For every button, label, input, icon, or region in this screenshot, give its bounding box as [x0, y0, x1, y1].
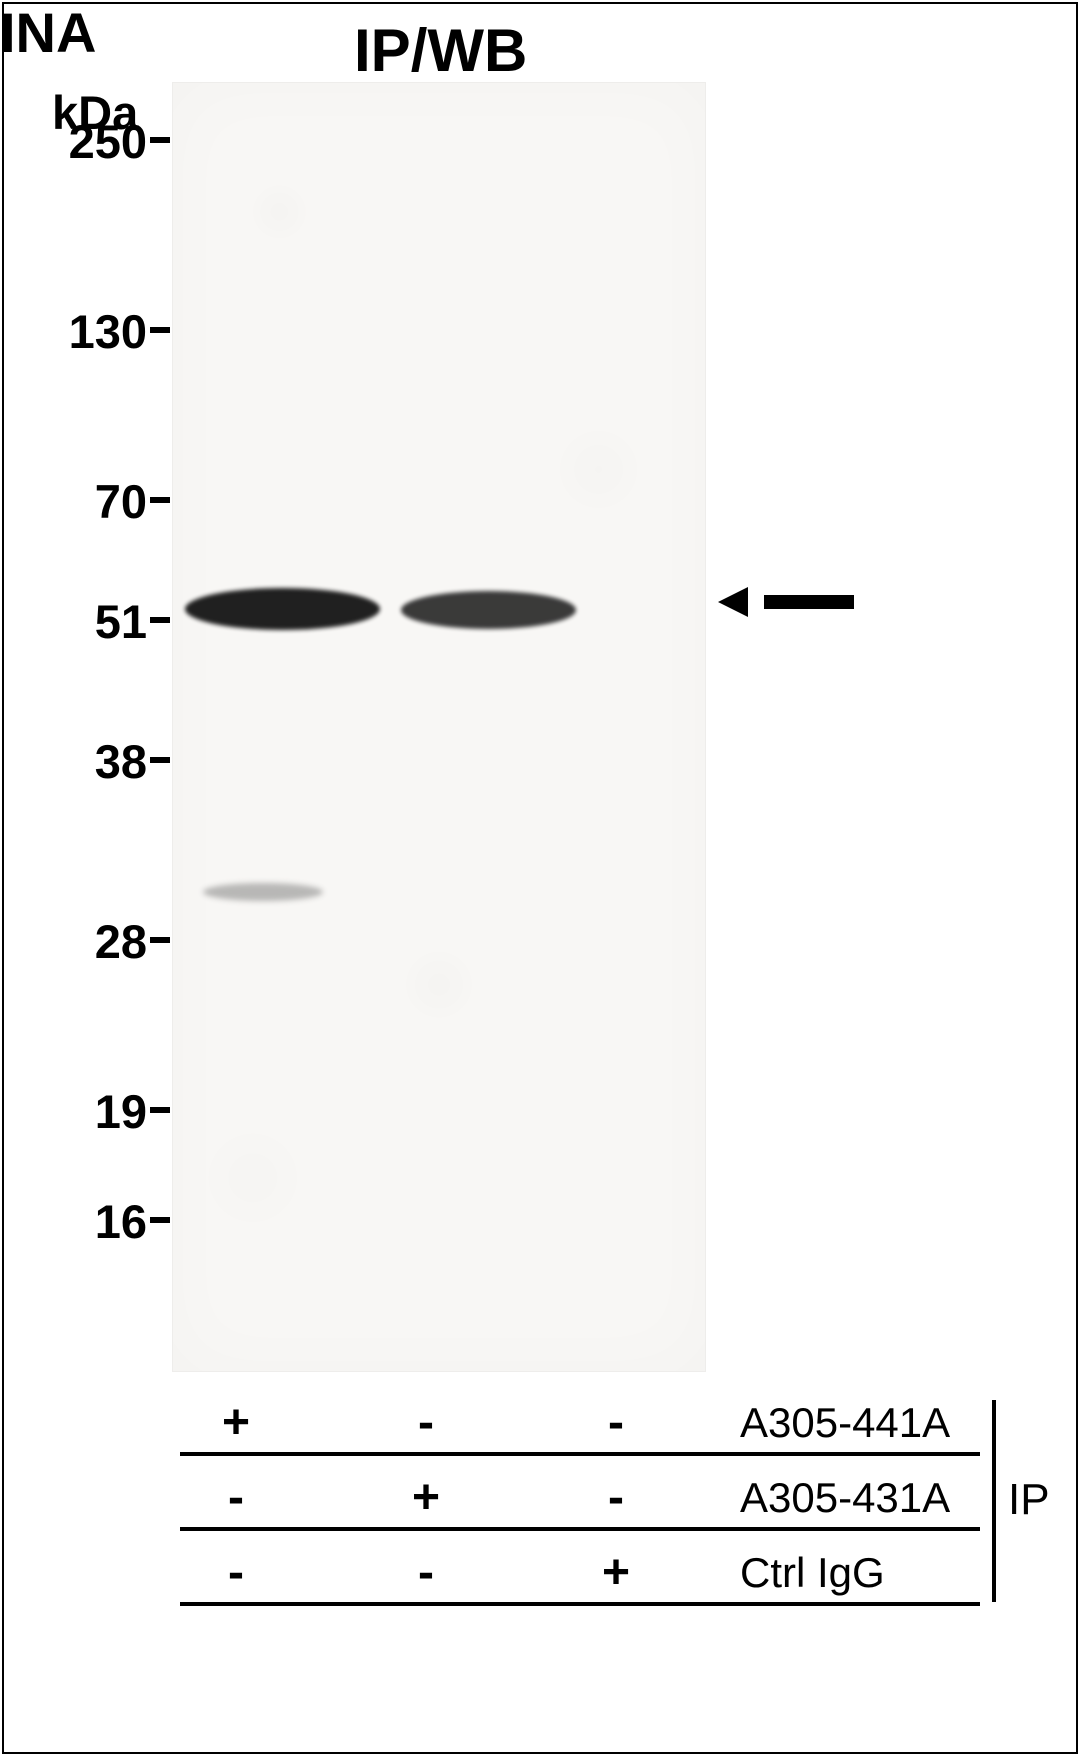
lane-rule: [180, 1602, 980, 1606]
lane-cell: -: [216, 1470, 256, 1525]
mw-tick-icon: [150, 757, 170, 763]
blot-band: [185, 588, 380, 630]
arrow-head-icon: [718, 587, 748, 617]
mw-tick-icon: [150, 617, 170, 623]
mw-label: 130: [69, 304, 147, 359]
blot-noise: [173, 83, 705, 1371]
blot-band: [401, 591, 576, 629]
page: IP/WB kDa INA IP 250130705138281916+--A3…: [0, 0, 1080, 1756]
lane-cell: +: [596, 1545, 636, 1600]
ip-bracket-line: [992, 1400, 996, 1602]
mw-label: 51: [95, 594, 147, 649]
mw-tick-icon: [150, 1107, 170, 1113]
lane-antibody-label: A305-441A: [740, 1399, 950, 1447]
blot-panel: [172, 82, 706, 1372]
mw-label: 16: [95, 1194, 147, 1249]
lane-cell: -: [596, 1470, 636, 1525]
lane-cell: +: [216, 1395, 256, 1450]
lane-cell: -: [596, 1395, 636, 1450]
mw-label: 19: [95, 1084, 147, 1139]
lane-cell: -: [406, 1395, 446, 1450]
lane-rule: [180, 1527, 980, 1531]
lane-cell: +: [406, 1470, 446, 1525]
mw-label: 38: [95, 734, 147, 789]
panel-title: IP/WB: [354, 16, 527, 85]
lane-rule: [180, 1452, 980, 1456]
mw-tick-icon: [150, 937, 170, 943]
lane-antibody-label: Ctrl IgG: [740, 1549, 885, 1597]
lane-antibody-label: A305-431A: [740, 1474, 950, 1522]
mw-tick-icon: [150, 497, 170, 503]
arrow-shaft-icon: [764, 595, 854, 609]
mw-tick-icon: [150, 327, 170, 333]
mw-label: 250: [69, 114, 147, 169]
mw-label: 28: [95, 914, 147, 969]
mw-label: 70: [95, 474, 147, 529]
mw-tick-icon: [150, 1217, 170, 1223]
target-protein-label: INA: [0, 0, 1080, 65]
ip-label: IP: [1008, 1475, 1050, 1525]
mw-tick-icon: [150, 137, 170, 143]
blot-band: [203, 883, 323, 901]
lane-cell: -: [406, 1545, 446, 1600]
lane-cell: -: [216, 1545, 256, 1600]
